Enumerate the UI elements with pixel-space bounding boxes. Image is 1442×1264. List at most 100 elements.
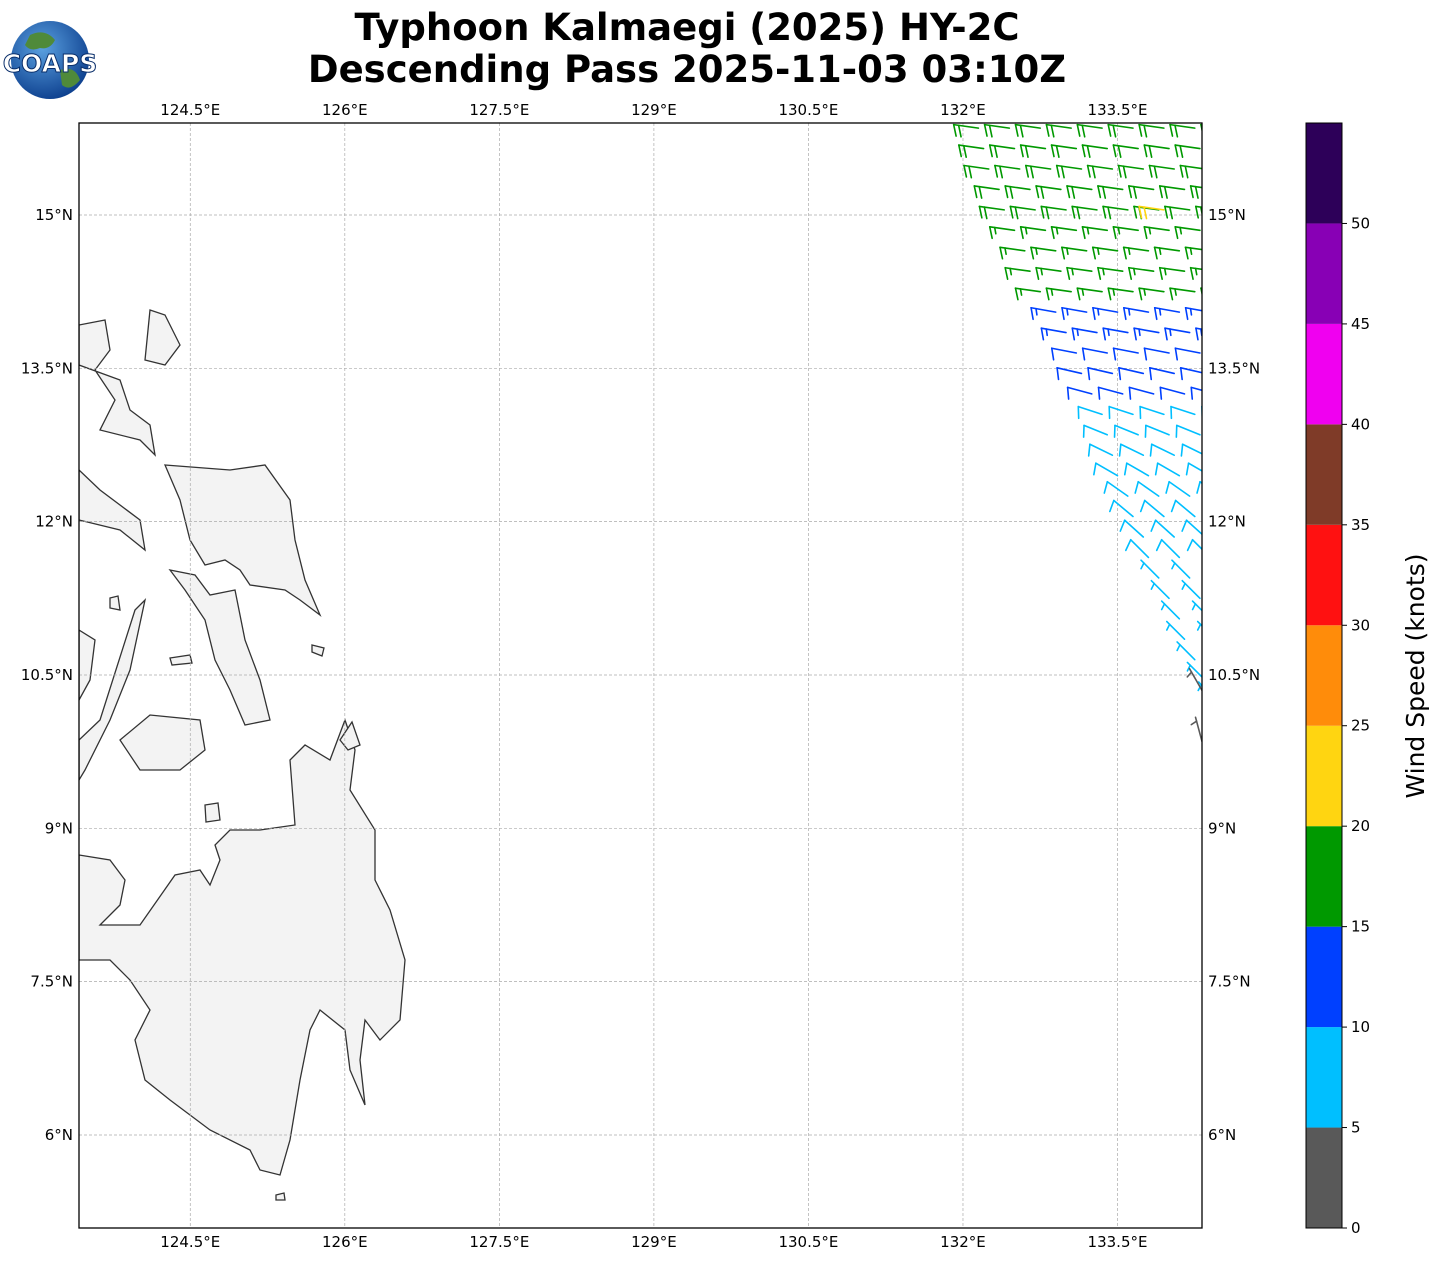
colorbar-tick-label: 5 — [1351, 1119, 1361, 1137]
wind-barb — [988, 226, 1016, 240]
barb-full-tick — [1029, 165, 1034, 179]
lat-tick-label: 13.5°N — [1208, 359, 1260, 377]
barb-half-tick — [1169, 328, 1172, 337]
barb-staff — [1066, 386, 1093, 395]
wind-barb — [1093, 462, 1119, 477]
barb-full-tick — [1040, 327, 1045, 341]
wind-barb — [1186, 538, 1202, 552]
barb-full-tick — [1174, 347, 1179, 361]
barb-staff — [1050, 144, 1078, 150]
barb-full-tick — [1200, 123, 1202, 134]
colorbar-tick-label: 40 — [1351, 415, 1370, 433]
colorbar-tick-label: 50 — [1351, 214, 1370, 232]
barb-full-tick — [1014, 206, 1019, 220]
barb-half-tick — [1174, 288, 1177, 296]
barb-full-tick — [1102, 185, 1107, 199]
wind-barb — [999, 246, 1026, 260]
barb-full-tick — [1050, 226, 1055, 240]
wind-barb — [1081, 144, 1109, 159]
wind-barb — [1174, 226, 1201, 240]
barb-full-tick — [1066, 386, 1070, 400]
wind-barb — [1149, 443, 1175, 457]
wind-barb — [1200, 287, 1202, 298]
barb-staff — [1107, 123, 1134, 129]
lat-tick-label: 10.5°N — [1208, 666, 1260, 684]
barb-full-tick — [1060, 165, 1065, 179]
wind-barb — [1164, 327, 1191, 341]
barb-full-tick — [1055, 164, 1060, 178]
barb-staff — [1061, 246, 1088, 252]
barb-full-tick — [1081, 347, 1086, 361]
wind-barb — [952, 123, 980, 138]
wind-barb — [1181, 579, 1201, 600]
barb-full-tick — [1117, 144, 1122, 159]
colorbar-segment — [1306, 625, 1342, 726]
barb-full-tick — [957, 124, 962, 138]
lon-tick-label: 127.5°E — [469, 1233, 529, 1251]
barb-staff — [1138, 205, 1165, 211]
small-islands — [109, 595, 361, 1201]
barb-staff — [994, 164, 1021, 170]
barb-staff — [1206, 348, 1231, 353]
barb-staff — [1123, 306, 1150, 313]
barb-full-tick — [1097, 266, 1102, 280]
barb-staff — [988, 226, 1016, 232]
lon-tick-label: 126°E — [322, 101, 368, 119]
barb-full-tick — [1112, 347, 1117, 361]
barb-staff — [1169, 123, 1196, 129]
wind-barb — [963, 164, 990, 179]
barb-half-tick — [1176, 644, 1181, 652]
wind-barb — [1014, 123, 1042, 138]
barb-staff — [1118, 367, 1145, 375]
barb-full-tick — [1138, 123, 1143, 137]
wind-barb — [1117, 164, 1145, 179]
wind-barb — [1076, 123, 1103, 138]
barb-half-tick — [1186, 671, 1193, 678]
barb-half-tick — [1213, 583, 1216, 589]
barb-full-tick — [994, 164, 999, 178]
barb-staff — [1091, 246, 1119, 252]
mindanao — [79, 718, 406, 1176]
wind-barb — [1050, 144, 1078, 159]
lon-tick-label: 130.5°E — [778, 101, 838, 119]
lon-tick-label: 132°E — [940, 101, 986, 119]
wind-barb — [1123, 462, 1150, 477]
wind-barb — [1050, 226, 1078, 240]
barb-full-tick — [1195, 327, 1199, 341]
barb-staff — [1086, 164, 1114, 170]
barb-staff — [1081, 347, 1109, 354]
barb-staff — [1128, 386, 1155, 395]
barb-full-tick — [1159, 386, 1163, 400]
wind-barb — [1143, 226, 1170, 240]
colorbar-tick-label: 30 — [1351, 616, 1370, 634]
barb-staff — [1158, 266, 1186, 273]
barb-half-tick — [1163, 267, 1167, 276]
lon-tick-label: 132°E — [940, 1233, 986, 1251]
barb-staff — [1117, 164, 1145, 170]
wind-barb — [1175, 424, 1201, 438]
barb-full-tick — [999, 246, 1004, 260]
wind-barb — [1076, 287, 1103, 301]
wind-barb — [1158, 185, 1186, 199]
wind-barb — [1066, 185, 1093, 199]
barb-full-tick — [1179, 164, 1184, 178]
barb-full-tick — [1035, 185, 1040, 199]
barb-full-tick — [1194, 185, 1199, 199]
barb-full-tick — [1019, 124, 1024, 138]
wind-barb — [1185, 462, 1202, 476]
barb-staff — [1184, 246, 1202, 251]
barb-full-tick — [978, 205, 983, 219]
barb-staff — [1213, 581, 1231, 599]
wind-barb — [1082, 424, 1109, 438]
wind-barb — [1107, 123, 1134, 138]
lat-tick-label: 9°N — [45, 819, 73, 837]
barb-full-tick — [1150, 519, 1157, 532]
barb-full-tick — [1081, 124, 1086, 138]
barb-staff — [1175, 424, 1201, 436]
colorbar: 0 5 10 15 20 25 30 35 40 45 50 — [1305, 122, 1370, 1237]
lon-tick-label: 124.5°E — [160, 1233, 220, 1251]
wind-barb — [1077, 405, 1103, 420]
wind-barb — [1128, 185, 1155, 199]
wind-barb — [1071, 327, 1098, 341]
barb-full-tick — [1184, 165, 1189, 179]
